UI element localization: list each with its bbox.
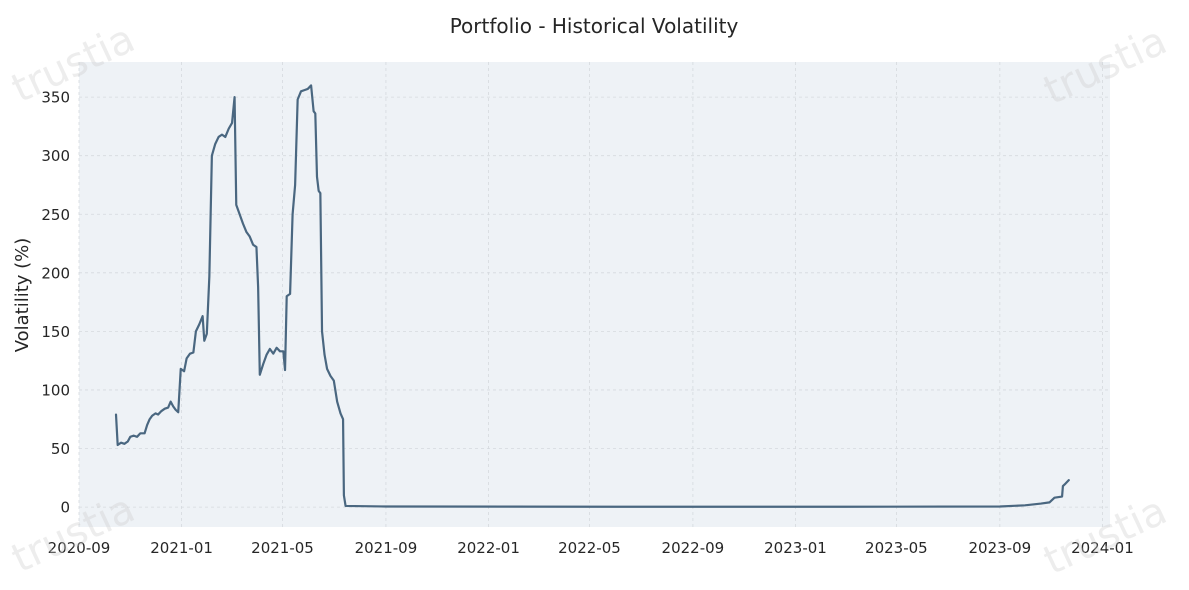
y-tick-label: 300: [41, 147, 70, 165]
x-tick-label: 2021-01: [150, 539, 213, 557]
x-tick-label: 2022-05: [558, 539, 621, 557]
y-axis-ticks: 0 50 100 150 200 250 300 350: [41, 89, 70, 517]
x-tick-label: 2023-05: [865, 539, 928, 557]
x-tick-label: 2022-01: [457, 539, 520, 557]
y-tick-label: 0: [60, 499, 70, 517]
x-tick-label: 2023-01: [764, 539, 827, 557]
y-tick-label: 250: [41, 206, 70, 224]
x-tick-label: 2023-09: [968, 539, 1031, 557]
y-tick-label: 50: [51, 440, 70, 458]
x-tick-label: 2020-09: [48, 539, 111, 557]
x-tick-label: 2021-09: [355, 539, 418, 557]
y-tick-label: 200: [41, 264, 70, 282]
volatility-series-line: [114, 84, 1070, 508]
y-axis-label: Volatility (%): [12, 238, 33, 353]
x-tick-label: 2021-05: [251, 539, 314, 557]
chart-title: Portfolio - Historical Volatility: [450, 14, 739, 38]
x-axis-ticks: 2020-09 2021-01 2021-05 2021-09 2022-01 2022-…: [48, 539, 1134, 557]
y-tick-label: 150: [41, 323, 70, 341]
series-layer: [114, 84, 1070, 508]
y-tick-label: 100: [41, 381, 70, 399]
plot-area: [79, 62, 1110, 527]
x-tick-label: 2024-01: [1071, 539, 1134, 557]
y-tick-label: 350: [41, 89, 70, 107]
x-tick-label: 2022-09: [662, 539, 725, 557]
